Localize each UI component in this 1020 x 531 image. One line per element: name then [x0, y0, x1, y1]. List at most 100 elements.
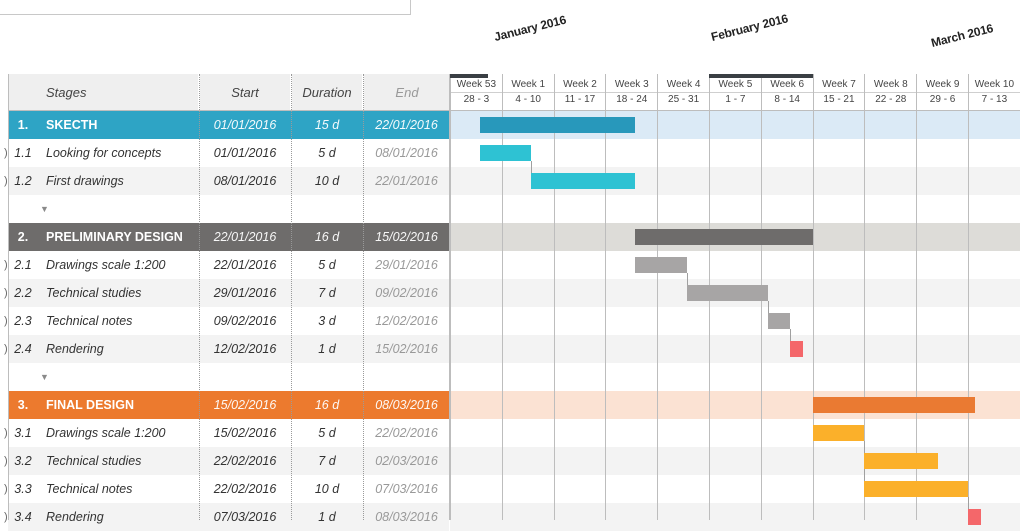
row-duration: 5 d — [318, 258, 336, 272]
task-bar[interactable] — [686, 285, 769, 301]
dependency-connector — [968, 497, 969, 509]
week-label: Week 5 — [718, 79, 753, 90]
dependency-connector — [768, 301, 770, 313]
stage-row[interactable]: 3. FINAL DESIGN 15/02/2016 16 d 08/03/2016 — [8, 391, 449, 419]
row-name: Technical notes — [46, 482, 133, 496]
task-row[interactable]: ) 2.1 Drawings scale 1:200 22/01/2016 5 d 29/… — [4, 251, 449, 279]
task-row[interactable]: ) 1.1 Looking for concepts 01/01/2016 5 d 08/… — [4, 139, 449, 167]
week-column: Week 9 29 - 6 — [916, 74, 968, 520]
row-start-date: 01/01/2016 — [213, 146, 277, 160]
row-name: First drawings — [46, 174, 124, 188]
stage-bar[interactable] — [479, 117, 635, 133]
row-start-date: 22/01/2016 — [213, 258, 277, 272]
collapse-arrow-icon[interactable]: ▼ — [40, 204, 49, 214]
task-bar[interactable] — [864, 481, 968, 497]
week-label: Week 1 — [511, 79, 546, 90]
row-number: 2.4 — [14, 342, 32, 356]
task-row[interactable]: ) 3.2 Technical studies 22/02/2016 7 d 02/03/… — [4, 447, 449, 475]
week-column: Week 8 22 - 28 — [864, 74, 917, 520]
week-range: 7 - 13 — [981, 94, 1008, 105]
row-drag-handle[interactable]: ) — [4, 315, 8, 327]
week-range: 8 - 14 — [774, 94, 800, 105]
week-divider — [865, 92, 917, 93]
week-divider — [761, 92, 813, 93]
row-end-date: 15/02/2016 — [375, 342, 438, 356]
collapse-arrow-icon[interactable]: ▼ — [40, 372, 49, 382]
month-label: March 2016 — [929, 21, 995, 50]
task-bar[interactable] — [812, 425, 865, 441]
week-divider — [554, 92, 606, 93]
task-row[interactable]: ) 2.3 Technical notes 09/02/2016 3 d 12/02/20… — [4, 307, 449, 335]
row-end-date: 08/01/2016 — [375, 146, 438, 160]
task-bar[interactable] — [479, 145, 532, 161]
header-stages: Stages — [8, 74, 198, 110]
row-end-date: 15/02/2016 — [375, 230, 438, 244]
row-start-date: 22/02/2016 — [213, 454, 277, 468]
collapse-row[interactable]: ▼ — [8, 363, 449, 391]
task-row[interactable]: ) 3.1 Drawings scale 1:200 15/02/2016 5 d 22/… — [4, 419, 449, 447]
row-drag-handle[interactable]: ) — [4, 259, 8, 271]
task-bar[interactable] — [531, 173, 635, 189]
row-drag-handle[interactable]: ) — [4, 455, 8, 467]
milestone-bar[interactable] — [790, 341, 804, 357]
week-label: Week 6 — [770, 79, 805, 90]
row-drag-handle[interactable]: ) — [4, 427, 8, 439]
stage-row[interactable]: 2. PRELIMINARY DESIGN 22/01/2016 16 d 15/02/… — [8, 223, 449, 251]
row-start-date: 07/03/2016 — [213, 510, 277, 524]
row-end-date: 07/03/2016 — [375, 482, 438, 496]
row-name: PRELIMINARY DESIGN — [46, 230, 183, 244]
week-range: 25 - 31 — [668, 94, 700, 105]
row-number: 2.1 — [14, 258, 32, 272]
row-number: 3.3 — [14, 482, 32, 496]
stage-bar[interactable] — [635, 229, 813, 245]
row-drag-handle[interactable]: ) — [4, 287, 8, 299]
row-end-date: 08/03/2016 — [375, 398, 438, 412]
row-drag-handle[interactable]: ) — [4, 147, 8, 159]
week-range: 29 - 6 — [929, 94, 956, 105]
search-box[interactable] — [0, 0, 411, 15]
row-start-date: 09/02/2016 — [213, 314, 277, 328]
row-number: 2.3 — [14, 314, 32, 328]
task-row[interactable]: ) 3.3 Technical notes 22/02/2016 10 d 07/03/2… — [4, 475, 449, 503]
week-column: Week 3 18 - 24 — [605, 74, 658, 520]
row-name: Drawings scale 1:200 — [46, 426, 166, 440]
row-duration: 10 d — [314, 482, 340, 496]
task-bar[interactable] — [768, 313, 791, 329]
row-number: 3.4 — [14, 510, 32, 524]
row-name: Rendering — [46, 510, 104, 524]
task-row[interactable]: ) 2.4 Rendering 12/02/2016 1 d 15/02/2016 — [4, 335, 449, 363]
gantt-header-divider — [450, 110, 1020, 111]
task-row[interactable]: ) 2.2 Technical studies 29/01/2016 7 d 09/02/… — [4, 279, 449, 307]
week-label: Week 7 — [822, 79, 856, 90]
row-duration: 16 d — [314, 230, 340, 244]
week-divider — [606, 92, 658, 93]
task-bar[interactable] — [635, 257, 687, 273]
row-end-date: 22/01/2016 — [375, 174, 438, 188]
row-drag-handle[interactable]: ) — [4, 511, 8, 523]
task-row[interactable]: ) 1.2 First drawings 08/01/2016 10 d 22/01/20… — [4, 167, 449, 195]
column-divider — [291, 74, 292, 520]
row-drag-handle[interactable]: ) — [4, 175, 8, 187]
week-divider — [502, 92, 554, 93]
week-range: 15 - 21 — [823, 94, 855, 105]
task-bar[interactable] — [864, 453, 939, 469]
row-start-date: 01/01/2016 — [213, 118, 277, 132]
row-drag-handle[interactable]: ) — [4, 483, 8, 495]
row-start-date: 12/02/2016 — [213, 342, 277, 356]
month-marker — [709, 74, 813, 78]
row-name: Technical studies — [46, 286, 142, 300]
milestone-bar[interactable] — [968, 509, 981, 525]
task-row[interactable]: ) 3.4 Rendering 07/03/2016 1 d 08/03/2016 — [4, 503, 449, 531]
week-label: Week 2 — [563, 79, 597, 90]
stage-bar[interactable] — [812, 397, 976, 413]
row-number: 3. — [17, 398, 29, 412]
row-duration: 5 d — [318, 146, 336, 160]
column-divider — [363, 74, 364, 520]
week-range: 4 - 10 — [515, 94, 541, 105]
row-drag-handle[interactable]: ) — [4, 343, 8, 355]
collapse-row[interactable]: ▼ — [8, 195, 449, 223]
row-end-date: 29/01/2016 — [375, 258, 438, 272]
stage-row[interactable]: 1. SKECTH 01/01/2016 15 d 22/01/2016 — [8, 111, 449, 139]
row-start-date: 29/01/2016 — [213, 286, 277, 300]
row-end-date: 09/02/2016 — [375, 286, 438, 300]
